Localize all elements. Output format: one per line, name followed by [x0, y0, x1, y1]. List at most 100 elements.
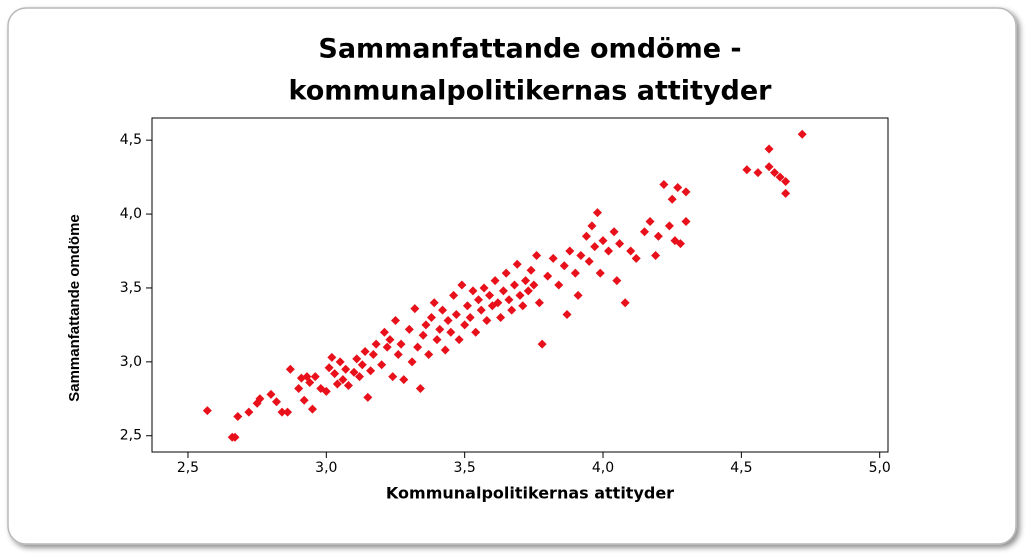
point	[512, 259, 522, 269]
point	[413, 342, 423, 352]
point	[764, 144, 774, 154]
point	[230, 432, 240, 442]
point	[390, 315, 400, 325]
point	[559, 261, 569, 271]
y-tick-label: 3,0	[120, 354, 142, 370]
point	[473, 295, 483, 305]
y-tick-label: 2,5	[120, 428, 142, 444]
point	[797, 129, 807, 139]
point	[490, 276, 500, 286]
point	[482, 315, 492, 325]
point	[385, 335, 395, 345]
point	[305, 378, 315, 388]
point	[421, 320, 431, 330]
point	[332, 379, 342, 389]
point	[653, 231, 663, 241]
point	[554, 280, 564, 290]
point	[324, 363, 334, 373]
point	[435, 324, 445, 334]
point	[584, 256, 594, 266]
point	[377, 360, 387, 370]
point	[335, 357, 345, 367]
point	[233, 412, 243, 422]
x-tick-label: 5,0	[869, 460, 891, 476]
point	[438, 305, 448, 315]
point	[418, 330, 428, 340]
point	[294, 383, 304, 393]
point	[272, 397, 282, 407]
x-axis-label: Kommunalpolitikernas attityder	[386, 484, 674, 503]
point	[573, 290, 583, 300]
point	[310, 372, 320, 382]
point	[410, 304, 420, 314]
point	[781, 177, 791, 187]
point	[509, 280, 519, 290]
point	[432, 335, 442, 345]
point	[504, 295, 514, 305]
point	[283, 407, 293, 417]
point	[449, 290, 459, 300]
point	[476, 305, 486, 315]
point	[664, 221, 674, 231]
point	[277, 407, 287, 417]
point	[451, 310, 461, 320]
point	[360, 347, 370, 357]
x-tick-label: 4,0	[592, 460, 614, 476]
point	[429, 298, 439, 308]
point	[399, 375, 409, 385]
point	[341, 364, 351, 374]
point	[507, 305, 517, 315]
point	[407, 357, 417, 367]
point	[443, 315, 453, 325]
point	[471, 327, 481, 337]
point	[612, 276, 622, 286]
point	[631, 253, 641, 263]
point	[468, 286, 478, 296]
point	[440, 345, 450, 355]
point	[675, 239, 685, 249]
point	[770, 168, 780, 178]
point	[587, 221, 597, 231]
chart-frame	[7, 7, 1017, 545]
point	[532, 250, 542, 260]
point	[609, 227, 619, 237]
point	[454, 335, 464, 345]
point	[640, 227, 650, 237]
point	[673, 182, 683, 192]
point	[626, 246, 636, 256]
y-tick-label: 3,5	[120, 280, 142, 296]
point	[562, 310, 572, 320]
point	[523, 286, 533, 296]
point	[681, 187, 691, 197]
point	[526, 265, 536, 275]
point	[548, 253, 558, 263]
x-tick-label: 4,5	[730, 460, 752, 476]
plot-area	[151, 117, 889, 453]
point	[604, 246, 614, 256]
point	[460, 320, 470, 330]
x-tick-label: 3,0	[315, 460, 337, 476]
point	[681, 216, 691, 226]
point	[598, 236, 608, 246]
point	[357, 360, 367, 370]
point	[518, 301, 528, 311]
point	[366, 366, 376, 376]
point	[393, 349, 403, 359]
point	[404, 324, 414, 334]
point	[485, 290, 495, 300]
point	[496, 313, 506, 323]
point	[537, 339, 547, 349]
point	[285, 364, 295, 374]
point	[501, 268, 511, 278]
point	[590, 242, 600, 252]
point	[570, 268, 580, 278]
point	[266, 389, 276, 399]
point	[659, 180, 669, 190]
point	[299, 395, 309, 405]
point	[781, 188, 791, 198]
point	[592, 208, 602, 218]
x-tick-label: 3,5	[454, 460, 476, 476]
x-tick-label: 2,5	[177, 460, 199, 476]
point	[446, 327, 456, 337]
